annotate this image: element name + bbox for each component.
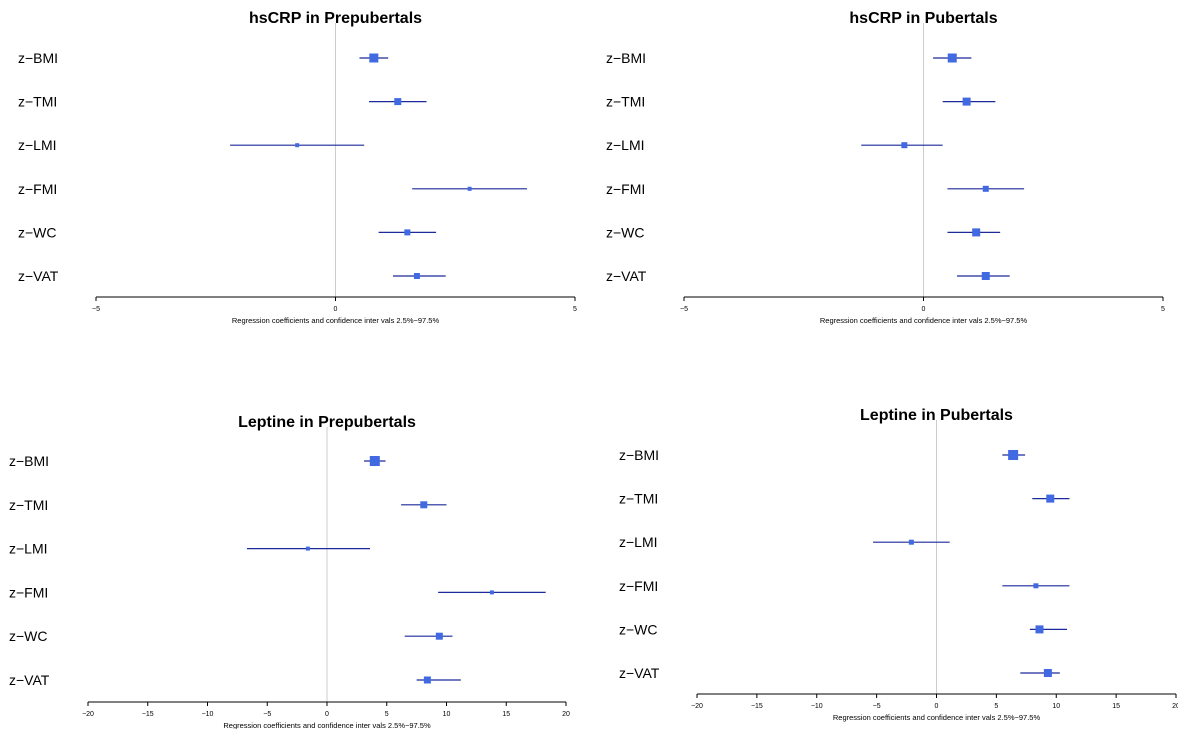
row-label: z−BMI [606,50,646,66]
row-label: z−FMI [619,578,658,594]
x-tick-label: −5 [680,306,688,313]
x-tick-label: 5 [994,703,998,710]
x-tick-label: 0 [935,703,939,710]
x-tick-label: 10 [1052,703,1060,710]
point-estimate-marker [1033,583,1039,589]
point-estimate-marker [369,53,379,63]
forest-plot-svg: hsCRP in Pubertals −5 0 5 Regression coeffic… [606,10,1165,325]
x-axis-label: Regression coefficients and confidence i… [223,721,431,729]
x-tick-label: −5 [263,711,271,718]
forest-plot-svg: hsCRP in Prepubertals −5 0 5 Regression coef… [18,10,577,325]
row-label: z−VAT [606,268,647,284]
point-estimate-marker [901,142,908,149]
x-tick-label: −15 [142,711,154,718]
point-estimate-marker [404,229,411,236]
point-estimate-marker [489,590,494,595]
point-estimate-marker [413,273,420,279]
x-tick-label: −10 [811,703,823,710]
row-label: z−LMI [606,137,645,153]
x-tick-label: −15 [751,703,763,710]
forest-plot-svg: Leptine in Pubertals −20 −15 −10 −5 0 5 10 15 20 R… [619,407,1178,722]
point-estimate-marker [1043,669,1052,677]
x-tick-label: 5 [1161,306,1165,313]
chart-title: hsCRP in Pubertals [849,10,997,27]
point-estimate-marker [1046,494,1055,503]
point-estimate-marker [962,97,971,106]
point-estimate-marker [305,546,310,551]
x-tick-label: −20 [691,703,703,710]
x-tick-label: 15 [1112,703,1120,710]
chart-title: hsCRP in Prepubertals [249,10,422,27]
row-label: z−TMI [606,94,645,110]
row-label: z−FMI [9,584,48,600]
point-estimate-marker [982,185,989,192]
x-tick-label: 20 [1172,703,1178,710]
row-label: z−LMI [9,541,48,557]
chart-title: Leptine in Prepubertals [238,414,416,431]
row-label: z−FMI [606,181,645,197]
x-tick-label: 0 [334,306,338,313]
x-tick-label: −20 [82,711,94,718]
x-tick-label: −5 [873,703,881,710]
forest-panel-hscrp-prepubertal: hsCRP in Prepubertals −5 0 5 Regression coef… [0,0,590,330]
point-estimate-marker [908,539,914,545]
row-label: z−FMI [18,181,57,197]
x-tick-label: 20 [562,711,570,718]
x-tick-label: 5 [385,711,389,718]
forest-panel-hscrp-pubertal: hsCRP in Pubertals −5 0 5 Regression coeffic… [588,0,1178,330]
chart-title: Leptine in Pubertals [860,407,1013,424]
row-label: z−BMI [9,453,49,469]
point-estimate-marker [1008,450,1019,460]
point-estimate-marker [420,501,428,509]
point-estimate-marker [947,53,957,63]
x-tick-label: 5 [573,306,577,313]
row-label: z−LMI [619,534,658,550]
point-estimate-marker [981,272,990,280]
point-estimate-marker [369,456,380,466]
row-label: z−WC [9,628,48,644]
row-label: z−BMI [619,447,659,463]
x-axis-label: Regression coefficients and confidence i… [820,316,1028,325]
row-label: z−LMI [18,137,57,153]
x-tick-label: −5 [92,306,100,313]
row-label: z−VAT [18,268,59,284]
x-tick-label: −10 [202,711,214,718]
point-estimate-marker [435,632,443,640]
x-tick-label: 10 [443,711,451,718]
x-tick-label: 0 [325,711,329,718]
x-axis-label: Regression coefficients and confidence i… [833,713,1041,722]
point-estimate-marker [467,186,472,191]
row-label: z−TMI [619,491,658,507]
x-tick-label: 0 [922,306,926,313]
forest-plot-svg: Leptine in Prepubertals −20 −15 −10 −5 0 5 10 15… [9,414,570,729]
row-label: z−WC [18,224,57,240]
row-label: z−VAT [9,672,50,688]
row-label: z−VAT [619,665,660,681]
x-tick-label: 15 [502,711,510,718]
row-label: z−TMI [9,497,48,513]
row-label: z−BMI [18,50,58,66]
point-estimate-marker [295,143,300,148]
row-label: z−WC [606,224,645,240]
point-estimate-marker [423,676,431,684]
point-estimate-marker [1035,625,1044,634]
x-axis-label: Regression coefficients and confidence i… [232,316,440,325]
point-estimate-marker [394,98,402,106]
row-label: z−TMI [18,94,57,110]
forest-panel-leptine-pubertal: Leptine in Pubertals −20 −15 −10 −5 0 5 10 15 20 R… [588,400,1178,729]
forest-panel-leptine-prepubertal: Leptine in Prepubertals −20 −15 −10 −5 0 5 10 15… [0,405,590,729]
row-label: z−WC [619,621,658,637]
point-estimate-marker [972,228,981,237]
